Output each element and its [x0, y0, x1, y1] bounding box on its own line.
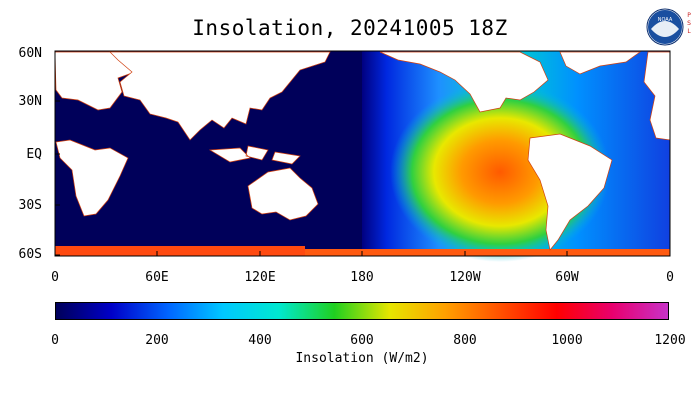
lat-label-60s: 60S	[18, 247, 42, 262]
lat-label-eq: EQ	[26, 147, 42, 162]
lon-label-120e: 120E	[244, 270, 276, 285]
colorbar-tick-200: 200	[145, 333, 169, 348]
insolation-map	[54, 50, 671, 262]
south-america-land	[527, 133, 613, 251]
lon-label-60w: 60W	[555, 270, 579, 285]
colorbar-tick-1200: 1200	[654, 333, 686, 348]
lon-label-60e: 60E	[145, 270, 169, 285]
lon-label-120w: 120W	[449, 270, 481, 285]
australia-land	[247, 167, 319, 221]
lat-label-30s: 30S	[18, 198, 42, 213]
map-title: Insolation, 20241005 18Z	[192, 16, 508, 40]
north-america-land	[379, 51, 549, 113]
colorbar-tick-1000: 1000	[551, 333, 583, 348]
lon-label-180: 180	[350, 270, 374, 285]
svg-text:L: L	[687, 28, 691, 35]
colorbar	[55, 302, 669, 320]
colorbar-label: Insolation (W/m2)	[295, 351, 429, 366]
colorbar-tick-800: 800	[453, 333, 477, 348]
lon-label-0: 0	[51, 270, 59, 285]
asia-land	[109, 51, 331, 141]
colorbar-tick-600: 600	[350, 333, 374, 348]
antarctica-band	[55, 246, 305, 256]
colorbar-tick-0: 0	[51, 333, 59, 348]
svg-text:P: P	[687, 12, 691, 19]
lat-label-30n: 30N	[18, 94, 42, 109]
svg-text:NOAA: NOAA	[658, 17, 673, 23]
svg-text:S: S	[687, 20, 691, 27]
colorbar-tick-400: 400	[248, 333, 272, 348]
greenland-land	[559, 51, 642, 75]
noaa-logo-icon: NOAA P S L	[646, 8, 691, 46]
lat-label-60n: 60N	[18, 46, 42, 61]
lon-label-0-east: 0	[666, 270, 674, 285]
